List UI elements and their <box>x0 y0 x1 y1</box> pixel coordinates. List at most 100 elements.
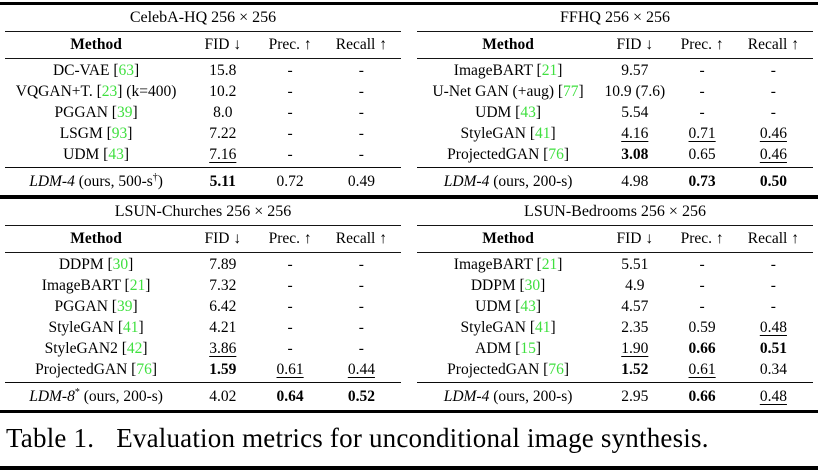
fid-value: 7.32 <box>209 277 237 294</box>
fid-value: 7.89 <box>209 256 237 273</box>
method-text: PGGAN [ <box>54 298 117 315</box>
table-body: DDPM [30] 7.89- - ImageBART [21] 7.32 - - PGGAN… <box>5 253 401 383</box>
table-header-row: Method FID ↓ Prec. ↑ Recall ↑ <box>5 226 401 253</box>
bottom-table-group: LSUN-Churches 256 × 256 Method FID ↓ Pre… <box>0 199 818 410</box>
bottom-rule <box>0 466 818 470</box>
method-cell: ImageBART [21] <box>417 60 599 81</box>
precision-value: 0.61 <box>276 361 304 378</box>
method-text: (ours, 500-s <box>74 173 153 190</box>
fid-value: 9.57 <box>621 62 649 79</box>
method-text: ] <box>535 340 542 357</box>
fid-value: 2.35 <box>621 319 649 336</box>
fid-value: 3.08 <box>621 146 649 163</box>
method-cell: LSGM [93] <box>5 123 187 144</box>
table-summary: LDM-4 (ours, 200-s) 4.98 0.73 0.50 <box>417 168 813 195</box>
method-text: ] <box>535 104 542 121</box>
precision-value: - <box>699 62 705 79</box>
recall-value: 0.50 <box>759 173 787 190</box>
table-row: ImageBART [21] 7.32 - - <box>5 275 401 296</box>
table-row: StyleGAN [41] 4.21 - - <box>5 317 401 338</box>
fid-value: 5.11 <box>209 173 236 190</box>
recall-value: - <box>358 277 364 294</box>
method-cell: StyleGAN [41] <box>5 317 187 338</box>
group-divider-double-rule <box>0 195 818 199</box>
method-text: ] <box>535 298 542 315</box>
column-header-recall: Recall ↑ <box>335 230 387 247</box>
column-header-method: Method <box>482 230 534 247</box>
precision-value: 0.72 <box>276 173 304 190</box>
fid-value: 2.95 <box>621 388 649 405</box>
method-text: VQGAN+T. [ <box>15 83 102 100</box>
method-text: ] <box>127 125 133 142</box>
table-row: UDM [43] 7.16 - - <box>5 144 401 165</box>
citation-number: 76 <box>548 146 564 163</box>
fid-value: 5.54 <box>621 104 649 121</box>
precision-value: - <box>287 104 293 121</box>
table-title: LSUN-Churches 256 × 256 <box>5 199 401 226</box>
column-header-prec: Prec. ↑ <box>268 230 312 247</box>
precision-value: - <box>287 319 293 336</box>
method-cell: ProjectedGAN [76] <box>5 359 187 380</box>
table-row: StyleGAN2 [42] 3.86 - - <box>5 338 401 359</box>
method-cell: ProjectedGAN [76] <box>417 144 599 165</box>
method-text: ProjectedGAN [ <box>447 146 549 163</box>
recall-value: - <box>770 104 776 121</box>
superscript-mark: * <box>74 386 80 398</box>
fid-value: 6.42 <box>209 298 237 315</box>
citation-number: 39 <box>116 298 133 315</box>
method-cell: LDM-8* (ours, 200-s) <box>5 383 187 410</box>
citation-number: 76 <box>136 361 152 378</box>
fid-value: 7.22 <box>209 125 237 142</box>
citation-number: 21 <box>129 277 146 294</box>
table-row: DDPM [30] 4.9 - - <box>417 275 813 296</box>
column-header-method: Method <box>70 36 122 53</box>
method-text: (ours, 200-s) <box>489 388 573 405</box>
fid-value: 1.90 <box>621 340 649 357</box>
column-header-prec: Prec. ↑ <box>680 230 724 247</box>
precision-value: - <box>699 277 705 294</box>
recall-value: - <box>770 83 776 100</box>
method-text: ] <box>145 277 151 294</box>
table-title: LSUN-Bedrooms 256 × 256 <box>417 199 813 226</box>
table-row: DDPM [30] 7.89 - - <box>5 254 401 275</box>
recall-value: 0.51 <box>759 340 787 357</box>
method-text: (ours, 200-s) <box>489 173 573 190</box>
table-body: ImageBART [21] 9.57 - - U-Net GAN (+aug) [77… <box>417 59 813 168</box>
fid-value: 1.59 <box>209 361 237 378</box>
citation-number: 23 <box>101 83 118 100</box>
citation-number: 42 <box>126 340 143 357</box>
column-header-method: Method <box>482 36 534 53</box>
method-text: StyleGAN [ <box>460 319 535 336</box>
citation-number: 43 <box>108 146 124 163</box>
citation-number: 43 <box>520 104 536 121</box>
recall-value: - <box>358 298 364 315</box>
precision-value: - <box>287 298 293 315</box>
table-row: ProjectedGAN [76] 3.08 0.65 0.46 <box>417 144 813 165</box>
recall-value: 0.44 <box>347 361 375 378</box>
fid-value: 10.9 (7.6) <box>604 83 666 100</box>
precision-value: - <box>287 125 293 142</box>
method-text: ] <box>550 319 556 336</box>
citation-number: 41 <box>534 319 551 336</box>
method-text: (ours, 200-s) <box>79 388 163 405</box>
table-row: ImageBART [21] 5.51 - - <box>417 254 813 275</box>
method-text: ] <box>134 62 140 79</box>
method-text: ImageBART [ <box>453 256 542 273</box>
method-text: ImageBART [ <box>41 277 130 294</box>
recall-value: - <box>358 83 364 100</box>
precision-value: - <box>287 146 293 163</box>
table-header-row: Method FID ↓ Prec. ↑ Recall ↑ <box>417 226 813 253</box>
method-cell: DDPM [30] <box>417 275 599 296</box>
precision-value: - <box>287 340 293 357</box>
recall-value: - <box>358 319 364 336</box>
summary-row: LDM-4 (ours, 200-s) 4.98 0.73 0.50 <box>417 168 813 195</box>
fid-value: 4.02 <box>209 388 237 405</box>
method-text: ] <box>151 361 157 378</box>
recall-value: 0.49 <box>347 173 375 190</box>
recall-value: - <box>358 125 364 142</box>
summary-row: LDM-4 (ours, 200-s) 2.95 0.66 0.48 <box>417 383 813 410</box>
method-text: ] <box>132 298 138 315</box>
method-cell: U-Net GAN (+aug) [77] <box>417 81 599 102</box>
table-ffhq: FFHQ 256 × 256 Method FID ↓ Prec. ↑ Reca… <box>417 5 813 195</box>
